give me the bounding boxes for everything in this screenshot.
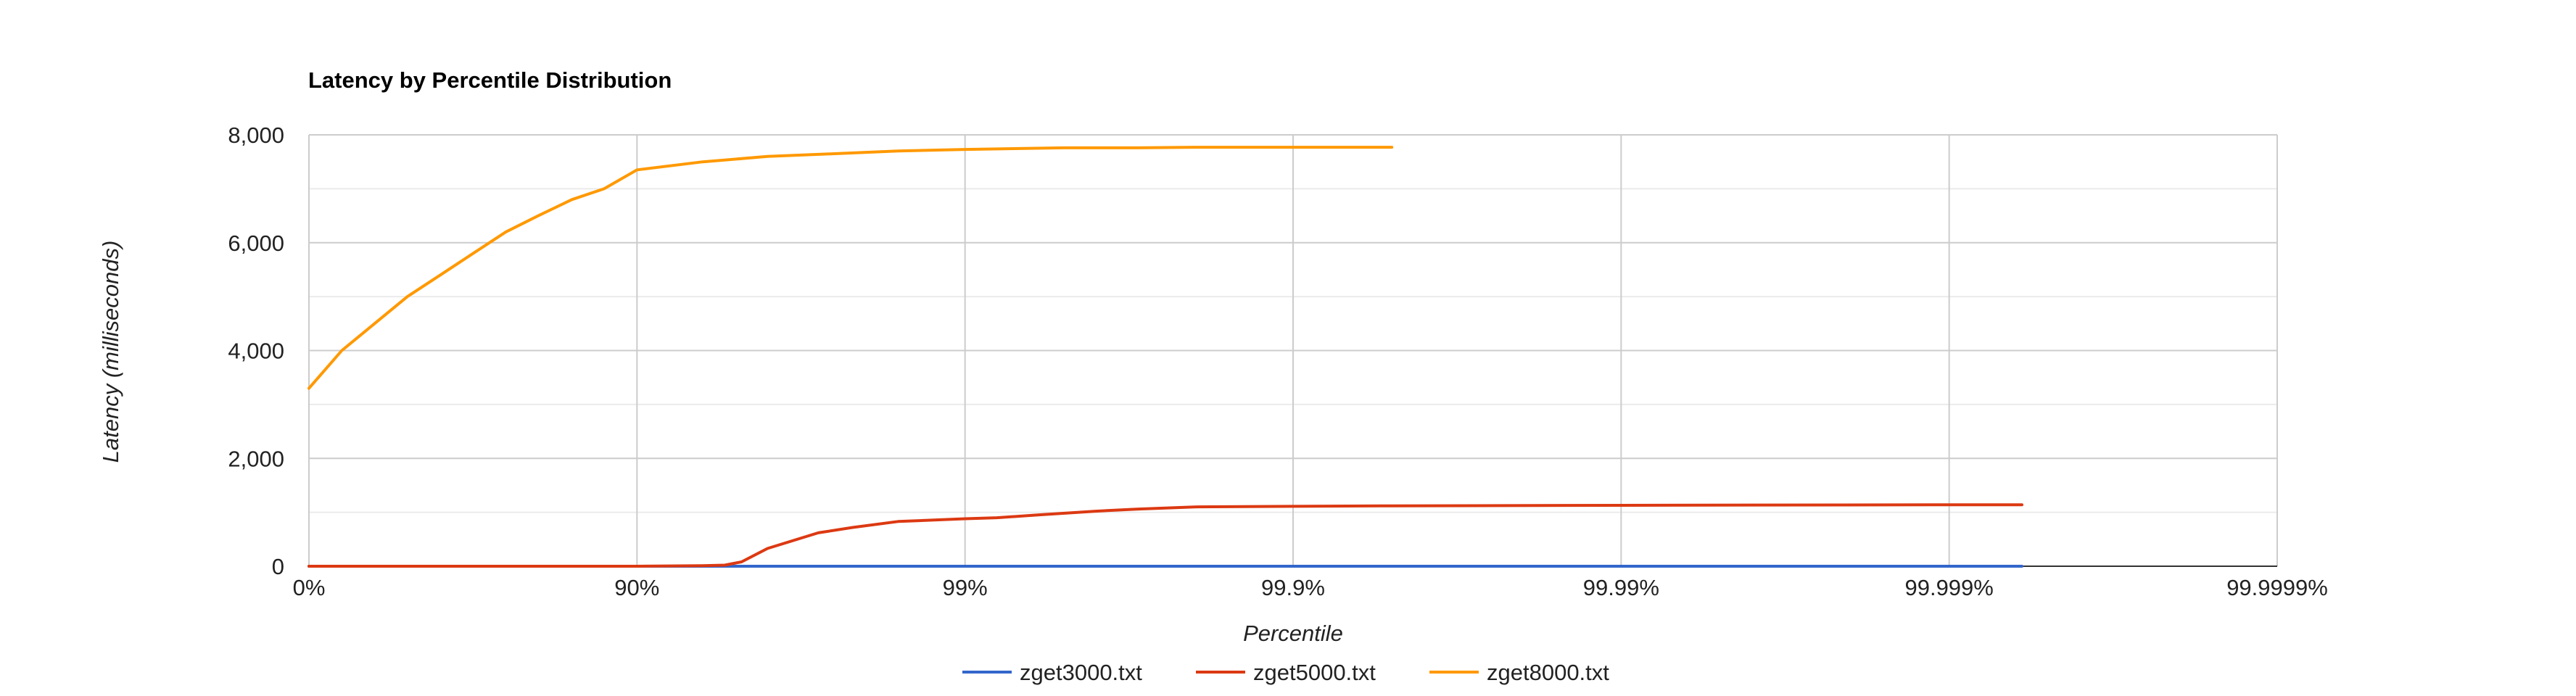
series-layer (307, 146, 2023, 568)
y-tick-labels: 0 2,000 4,000 6,000 8,000 (228, 123, 284, 579)
legend-item: zget3000.txt (962, 660, 1142, 685)
y-tick-label: 6,000 (228, 231, 284, 256)
legend: zget3000.txt zget5000.txt zget8000.txt (962, 660, 1609, 685)
x-tick-label: 99.999% (1904, 575, 1993, 600)
y-tick-label: 8,000 (228, 123, 284, 148)
y-tick-label: 2,000 (228, 446, 284, 471)
legend-label: zget5000.txt (1253, 660, 1376, 685)
y-axis-title: Latency (milliseconds) (98, 241, 123, 463)
grid-layer (308, 134, 2278, 566)
x-axis-title: Percentile (1243, 621, 1343, 646)
y-tick-label: 4,000 (228, 339, 284, 364)
x-tick-label: 99% (943, 575, 988, 600)
series-line-3 (307, 146, 1394, 390)
x-tick-labels: 0% 90% 99% 99.9% 99.99% 99.999% 99.9999% (293, 575, 2328, 600)
x-tick-label: 99.9999% (2226, 575, 2328, 600)
y-tick-label: 0 (272, 554, 284, 579)
x-tick-label: 90% (614, 575, 659, 600)
legend-item: zget5000.txt (1196, 660, 1376, 685)
legend-item: zget8000.txt (1429, 660, 1609, 685)
series-line-2 (307, 503, 2023, 568)
x-tick-label: 0% (293, 575, 326, 600)
legend-label: zget8000.txt (1487, 660, 1609, 685)
x-tick-label: 99.9% (1261, 575, 1325, 600)
x-tick-label: 99.99% (1583, 575, 1659, 600)
legend-label: zget3000.txt (1020, 660, 1142, 685)
chart-title: Latency by Percentile Distribution (308, 67, 672, 93)
